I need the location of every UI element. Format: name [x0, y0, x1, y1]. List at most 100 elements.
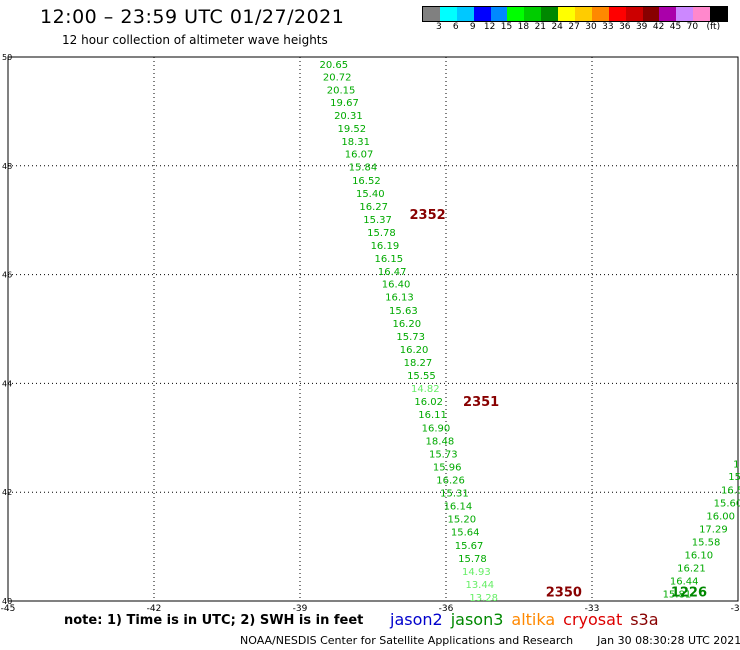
satellite-s3a: s3a	[630, 610, 659, 629]
legend-label: 9	[469, 22, 476, 32]
x-tick-label: -39	[293, 604, 308, 614]
credit-text: NOAA/NESDIS Center for Satellite Applica…	[240, 634, 574, 647]
wave-height-label: 15.84	[349, 163, 378, 174]
satellite-jason3: jason3	[450, 610, 504, 629]
legend-label: (ft)	[706, 22, 721, 32]
legend-swatch	[507, 7, 525, 21]
wave-height-label: 16.07	[345, 150, 374, 161]
color-scale-legend	[422, 6, 729, 22]
time-label: 2352	[410, 208, 446, 223]
wave-height-label: 18.31	[341, 137, 370, 148]
wave-height-label: 15.63	[389, 306, 418, 317]
page-subtitle: 12 hour collection of altimeter wave hei…	[62, 33, 328, 47]
wave-height-label: 15.20	[447, 515, 476, 526]
legend-label: 12	[483, 22, 496, 32]
wave-height-label: 15.96	[433, 462, 462, 473]
wave-height-label: 16.40	[382, 280, 411, 291]
wave-height-label: 15.55	[407, 371, 436, 382]
legend-swatch	[423, 7, 440, 21]
wave-height-label: 16.13	[385, 293, 414, 304]
wave-height-label: 16.21	[677, 564, 706, 575]
x-tick-label: -36	[439, 604, 454, 614]
legend-label: 6	[452, 22, 459, 32]
y-tick-label: 46	[2, 271, 12, 280]
wave-height-label: 19.52	[337, 124, 366, 135]
wave-height-label: 18.27	[404, 358, 433, 369]
wave-height-label: 15.64	[451, 528, 480, 539]
legend-label: 30	[585, 22, 597, 32]
legend-label: 70	[686, 22, 699, 32]
legend-swatch	[591, 7, 609, 21]
wave-height-label: 13.28	[469, 593, 498, 604]
timestamp-text: Jan 30 08:30:28 UTC 2021	[597, 634, 740, 647]
wave-height-label: 16.20	[392, 319, 421, 330]
wave-height-label: 16.02	[414, 397, 443, 408]
y-tick-label: 48	[2, 162, 12, 171]
wave-height-label: 18.48	[426, 436, 455, 447]
y-tick-label: 50	[2, 53, 12, 62]
note-text: note: 1) Time is in UTC; 2) SWH is in fe…	[64, 613, 364, 628]
satellite-altika: altika	[511, 610, 556, 629]
wave-height-label: 16.90	[422, 423, 451, 434]
page-title: 12:00 – 23:59 UTC 01/27/2021	[40, 6, 345, 28]
wave-height-label: 14.82	[411, 384, 440, 395]
time-label: 2350	[546, 586, 582, 601]
satellite-cryosat: cryosat	[563, 610, 623, 629]
wave-height-label: 16.14	[444, 502, 473, 513]
plot-frame	[7, 56, 739, 602]
wave-height-label: 20.65	[319, 60, 348, 71]
x-tick-label: -33	[585, 604, 600, 614]
legend-label: 15	[500, 22, 513, 32]
wave-height-label: 16.00	[706, 511, 735, 522]
wave-height-label: 15.78	[458, 554, 487, 565]
legend-swatch	[693, 7, 711, 21]
legend-label: 27	[568, 22, 580, 32]
legend-label: 42	[652, 22, 665, 32]
wave-height-label: 16.27	[359, 202, 388, 213]
wave-height-label: 15.67	[455, 541, 484, 552]
footer: NOAA/NESDIS Center for Satellite Applica…	[240, 634, 740, 647]
legend-label: 3	[436, 22, 442, 32]
wave-height-label: 20.31	[334, 111, 363, 122]
legend-label: 39	[635, 22, 648, 32]
wave-height-label: 16.11	[418, 410, 447, 421]
legend-swatch	[473, 7, 491, 21]
wave-height-label: 16.20	[400, 345, 429, 356]
legend-swatch	[625, 7, 643, 21]
legend-swatch	[541, 7, 559, 21]
wave-height-label: 13.44	[465, 580, 494, 591]
wave-height-label: 16.47	[378, 267, 407, 278]
legend-swatch	[659, 7, 677, 21]
time-label: 2351	[463, 395, 499, 410]
satellite-jason2: jason2	[390, 610, 443, 629]
wave-height-label: 15.60	[714, 498, 740, 509]
legend-label: 45	[669, 22, 682, 32]
wave-height-label: 15.73	[429, 449, 458, 460]
legend-label: 21	[534, 22, 547, 32]
time-label: 1226	[671, 586, 707, 601]
wave-height-label: 16.10	[684, 551, 713, 562]
x-tick-label: -45	[1, 604, 16, 614]
legend-swatch	[642, 7, 660, 21]
legend-swatch	[710, 7, 728, 21]
wave-height-label: 15.58	[692, 538, 721, 549]
legend-swatch	[524, 7, 542, 21]
legend-label: 36	[619, 22, 631, 32]
legend-swatch	[439, 7, 457, 21]
wave-height-label: 14.93	[462, 567, 491, 578]
y-tick-label: 42	[2, 488, 12, 497]
legend-label: 24	[551, 22, 563, 32]
legend-swatch	[490, 7, 508, 21]
wave-height-label: 16	[733, 460, 740, 471]
wave-height-label: 16.19	[371, 241, 400, 252]
legend-swatch	[558, 7, 576, 21]
legend-swatch	[608, 7, 626, 21]
satellite-legend: jason2 jason3 altika cryosat s3a	[390, 610, 667, 629]
wave-height-label: 16.52	[352, 176, 381, 187]
x-tick-label: -30	[731, 604, 740, 614]
wave-height-label: 20.72	[323, 72, 352, 83]
wave-height-label: 15.73	[396, 332, 425, 343]
legend-label: 33	[602, 22, 614, 32]
wave-height-label: 16.44	[670, 577, 699, 588]
